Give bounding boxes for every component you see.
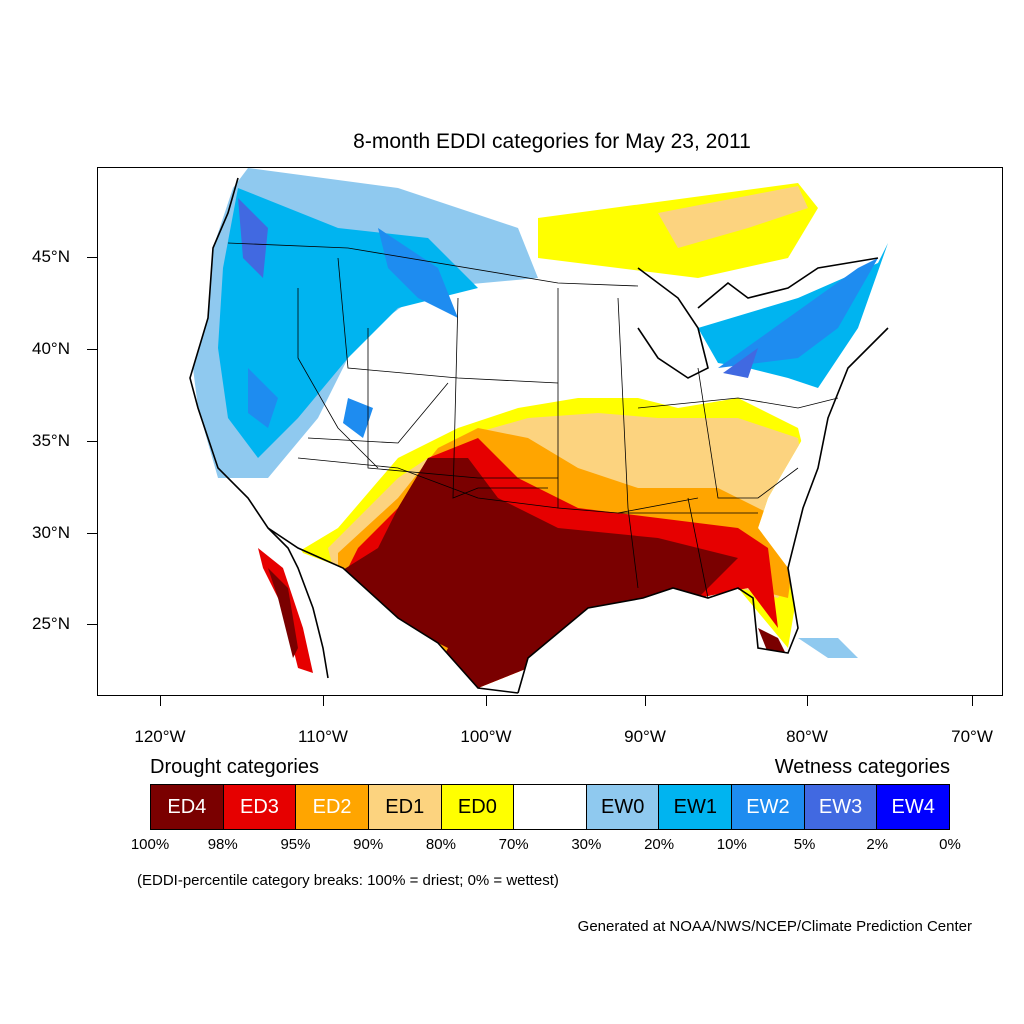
legend-break-label: 90% — [353, 836, 384, 853]
legend-swatch-ew0: EW0 — [586, 785, 660, 829]
legend-swatch-ew2: EW2 — [732, 785, 805, 829]
lon-label-100: 100°W — [460, 727, 512, 746]
lon-tick-100 — [486, 696, 487, 706]
legend-break-label: 0% — [939, 836, 961, 853]
lon-tick-110 — [323, 696, 324, 706]
lat-tick-35 — [87, 441, 97, 442]
map-canvas — [98, 168, 1002, 695]
legend-break-label: 20% — [644, 836, 675, 853]
legend-break-label: 30% — [571, 836, 602, 853]
legend-break-label: 70% — [498, 836, 529, 853]
legend-swatch-ed1: ED1 — [368, 785, 442, 829]
lon-label-120: 120°W — [134, 727, 186, 746]
legend-swatch-ew3: EW3 — [804, 785, 878, 829]
category-legend: ED4 ED3 ED2 ED1 ED0 EW0 EW1 EW2 EW3 EW4 — [150, 784, 950, 830]
state-borders — [227, 242, 839, 599]
map-title: 8-month EDDI categories for May 23, 2011 — [353, 130, 751, 153]
lon-label-70: 70°W — [951, 727, 993, 746]
legend-break-label: 98% — [207, 836, 238, 853]
lat-label-45: 45°N — [32, 247, 70, 266]
lon-tick-90 — [645, 696, 646, 706]
lat-label-35: 35°N — [32, 431, 70, 450]
lon-tick-70 — [972, 696, 973, 706]
legend-swatch-ed4: ED4 — [151, 785, 224, 829]
legend-swatch-normal — [514, 785, 587, 829]
lat-tick-40 — [87, 349, 97, 350]
legend-break-label: 10% — [716, 836, 747, 853]
wetness-categories-title: Wetness categories — [774, 756, 950, 778]
lon-label-80: 80°W — [786, 727, 828, 746]
lon-label-90: 90°W — [624, 727, 666, 746]
lat-tick-30 — [87, 533, 97, 534]
drought-categories-title: Drought categories — [150, 756, 319, 778]
lon-tick-120 — [160, 696, 161, 706]
legend-swatch-ew1: EW1 — [659, 785, 733, 829]
lat-tick-45 — [87, 257, 97, 258]
coastline — [189, 177, 889, 694]
lon-label-110: 110°W — [298, 727, 348, 746]
category-note: (EDDI-percentile category breaks: 100% =… — [137, 872, 559, 889]
legend-swatch-ew4: EW4 — [877, 785, 950, 829]
lat-label-30: 30°N — [32, 523, 70, 542]
legend-break-label: 95% — [280, 836, 311, 853]
legend-break-label: 80% — [425, 836, 456, 853]
legend-break-label: 5% — [793, 836, 816, 853]
legend-break-label: 100% — [130, 836, 170, 853]
legend-break-label: 2% — [866, 836, 889, 853]
legend-swatch-ed2: ED2 — [296, 785, 369, 829]
legend-swatch-ed0: ED0 — [441, 785, 515, 829]
lat-label-25: 25°N — [32, 614, 70, 633]
eddi-map — [97, 167, 1003, 696]
lon-tick-80 — [807, 696, 808, 706]
lat-label-40: 40°N — [32, 339, 70, 358]
credit-line: Generated at NOAA/NWS/NCEP/Climate Predi… — [577, 918, 972, 935]
lat-tick-25 — [87, 624, 97, 625]
legend-swatch-ed3: ED3 — [223, 785, 297, 829]
